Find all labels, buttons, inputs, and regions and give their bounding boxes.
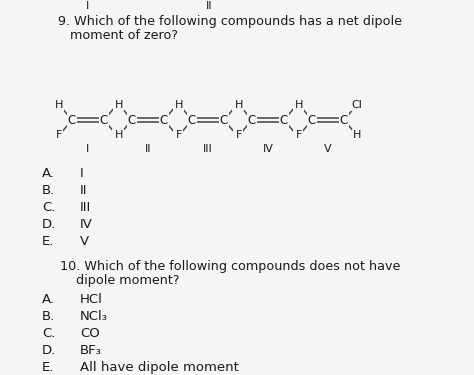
Text: F: F <box>236 130 242 140</box>
Text: IV: IV <box>263 144 273 154</box>
Text: C: C <box>128 114 136 126</box>
Text: C: C <box>100 114 108 126</box>
Text: Cl: Cl <box>352 100 363 110</box>
Text: V: V <box>324 144 332 154</box>
Text: IV: IV <box>80 218 93 231</box>
Text: F: F <box>174 130 180 140</box>
Text: F: F <box>294 100 300 110</box>
Text: H: H <box>235 100 243 110</box>
Text: All have dipole moment: All have dipole moment <box>80 361 239 374</box>
Text: I: I <box>80 167 84 180</box>
Text: F: F <box>176 130 182 140</box>
Text: H: H <box>115 130 123 140</box>
Text: D.: D. <box>42 218 56 231</box>
Text: BF₃: BF₃ <box>80 344 102 357</box>
Text: H: H <box>295 100 303 110</box>
Text: F: F <box>294 130 300 140</box>
Text: H: H <box>353 130 361 140</box>
Text: 10. Which of the following compounds does not have: 10. Which of the following compounds doe… <box>60 260 401 273</box>
Text: I: I <box>86 144 90 154</box>
Text: H: H <box>175 100 183 110</box>
Text: III: III <box>203 144 213 154</box>
Text: C: C <box>188 114 196 126</box>
Text: II: II <box>80 184 88 197</box>
Text: dipole moment?: dipole moment? <box>60 274 180 287</box>
Text: CO: CO <box>80 327 100 340</box>
Text: F: F <box>234 130 240 140</box>
Text: III: III <box>80 201 91 214</box>
Text: NCl₃: NCl₃ <box>80 310 108 323</box>
Text: 9. Which of the following compounds has a net dipole: 9. Which of the following compounds has … <box>58 15 402 28</box>
Text: C: C <box>308 114 316 126</box>
Text: E.: E. <box>42 361 55 374</box>
Text: C: C <box>340 114 348 126</box>
Text: A.: A. <box>42 167 55 180</box>
Text: I: I <box>86 1 90 11</box>
Text: H: H <box>55 100 63 110</box>
Text: C: C <box>248 114 256 126</box>
Text: F: F <box>114 100 120 110</box>
Text: C.: C. <box>42 201 55 214</box>
Text: II: II <box>206 1 212 11</box>
Text: B.: B. <box>42 184 55 197</box>
Text: C: C <box>220 114 228 126</box>
Text: F: F <box>174 100 180 110</box>
Text: II: II <box>145 144 151 154</box>
Text: A.: A. <box>42 293 55 306</box>
Text: C.: C. <box>42 327 55 340</box>
Text: HCl: HCl <box>80 293 103 306</box>
Text: C: C <box>68 114 76 126</box>
Text: C: C <box>280 114 288 126</box>
Text: H: H <box>233 100 241 110</box>
Text: F: F <box>56 130 62 140</box>
Text: H: H <box>115 100 123 110</box>
Text: C: C <box>160 114 168 126</box>
Text: D.: D. <box>42 344 56 357</box>
Text: H: H <box>113 130 121 140</box>
Text: F: F <box>296 130 302 140</box>
Text: V: V <box>80 235 89 248</box>
Text: moment of zero?: moment of zero? <box>58 29 178 42</box>
Text: E.: E. <box>42 235 55 248</box>
Text: B.: B. <box>42 310 55 323</box>
